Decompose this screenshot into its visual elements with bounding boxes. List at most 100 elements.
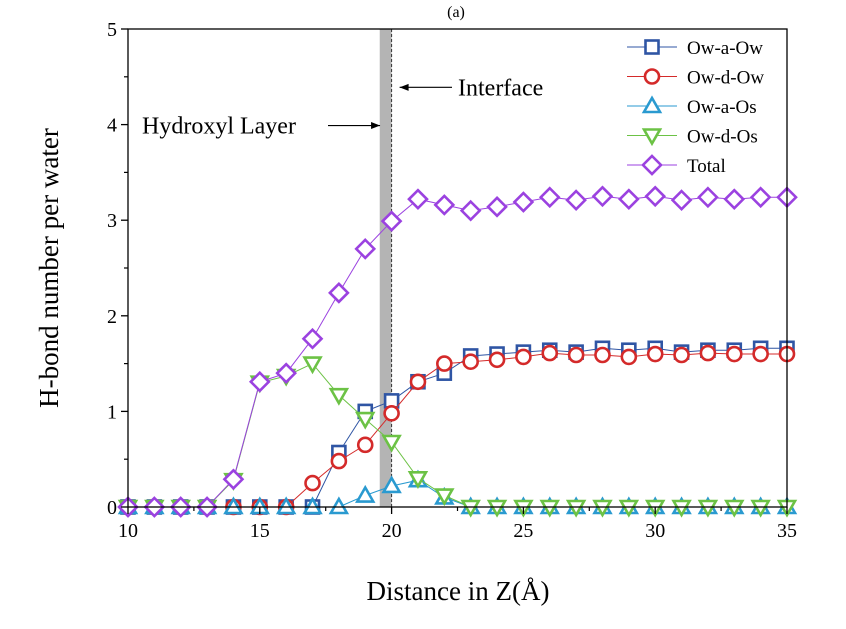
shaded-band-layer [379,29,393,507]
data-point-Ow-d-Ow [752,345,769,363]
data-point-Ow-d-Ow [673,346,690,364]
data-point-Ow-d-Ow [409,373,427,391]
data-point-Total [407,188,429,211]
data-point-Total [749,186,772,209]
data-point-Total [486,195,508,218]
hydroxyl-layer-label: Hydroxyl Layer [142,114,296,140]
data-point-Ow-d-Ow [383,405,400,422]
y-tick-label: 1 [107,401,117,423]
x-tick-label: 25 [513,520,533,542]
data-point-Total [618,188,640,211]
data-point-Ow-d-Ow [330,452,348,470]
data-point-Ow-d-Os [750,499,771,518]
x-tick-label: 15 [250,520,270,542]
legend-item-Ow-d-Os: Ow-d-Os [627,127,758,148]
data-point-Ow-a-Os [354,484,376,503]
data-point-Total [670,189,693,211]
hydroxyl-arrow-head [371,122,381,130]
data-point-Ow-d-Ow [699,344,717,362]
data-point-Total [301,327,324,350]
data-point-Ow-d-Os [724,499,745,518]
legend-item-Total: Total [627,154,726,177]
data-point-Total [723,188,746,211]
data-point-Ow-d-Os [697,499,719,518]
data-point-Total [565,189,587,211]
data-point-Ow-d-Ow [488,351,506,369]
series-Ow-d-Ow [119,344,796,516]
hydroxyl-layer-band [379,29,392,507]
data-point-Total [697,186,719,209]
data-point-Ow-d-Os [486,499,508,518]
legend-item-Ow-d-Ow: Ow-d-Ow [627,68,764,89]
annotation-layer: Interface Hydroxyl Layer [142,75,543,139]
legend-label: Ow-d-Ow [687,68,764,89]
data-point-Total [538,186,561,209]
data-point-Total [644,185,667,208]
x-tick-label: 20 [382,520,402,542]
x-axis-title: Distance in Z(Å) [367,576,550,606]
y-tick-label: 5 [107,19,117,41]
legend-marker [641,154,663,176]
data-point-Ow-a-Os [302,496,323,515]
legend-item-Ow-a-Ow: Ow-a-Ow [627,38,763,59]
legend-marker [641,128,663,147]
data-point-Ow-d-Ow [304,474,321,492]
legend-item-Ow-a-Os: Ow-a-Os [627,95,757,118]
axes-layer: 10 15 20 25 30 35 0 1 2 3 4 5 [107,19,797,542]
data-point-Ow-d-Ow [462,353,479,370]
data-point-Ow-d-Ow [567,346,585,364]
data-point-Total [275,362,297,384]
data-point-Total [354,238,377,260]
y-axis-title: H-bond number per water [34,128,64,408]
y-tick-label: 0 [107,497,117,519]
data-point-Ow-d-Ow [356,436,374,454]
data-point-Ow-a-Os [223,496,244,515]
data-point-Ow-d-Os [434,488,455,507]
data-point-Ow-a-Os [328,496,350,515]
data-point-Ow-d-Os [381,434,402,453]
series-line-Ow-d-Ow [128,352,787,508]
data-point-Ow-a-Os [381,475,402,494]
legend-label: Ow-d-Os [687,127,758,148]
data-point-Ow-d-Os [328,387,350,406]
legend-marker [644,39,660,55]
legend-label: Total [687,156,726,177]
legend: Ow-a-Ow Ow-d-Ow Ow-a-Os Ow-d-Os Total [627,38,764,177]
data-point-Total [222,468,245,491]
interface-arrow-head [399,83,409,91]
y-tick-label: 2 [107,306,117,328]
data-point-Ow-d-Os [302,356,323,375]
interface-label: Interface [458,75,543,101]
data-point-Ow-d-Os [671,499,692,518]
x-tick-label: 10 [118,520,138,542]
data-point-Ow-d-Ow [594,346,611,364]
data-point-Total [248,370,271,393]
panel-label: (a) [447,4,465,21]
data-point-Ow-d-Os [460,499,481,518]
legend-marker [641,95,663,114]
data-point-Ow-d-Os [539,499,561,518]
data-point-Ow-d-Os [565,499,587,518]
series-layer [117,185,798,518]
data-point-Ow-d-Os [592,499,613,518]
data-point-Ow-d-Ow [541,344,559,362]
legend-label: Ow-a-Ow [687,38,763,59]
data-point-Ow-a-Os [275,496,297,515]
data-point-Total [591,185,614,208]
data-point-Total [433,194,456,216]
legend-marker [643,68,661,85]
data-point-Ow-d-Ow [725,345,743,363]
x-tick-label: 30 [645,520,665,542]
y-tick-label: 3 [107,210,117,232]
data-point-Ow-d-Ow [436,355,453,372]
data-point-Ow-d-Os [407,471,429,489]
data-point-Total [459,199,482,222]
data-point-Ow-d-Ow [646,345,664,363]
data-point-Ow-d-Os [618,499,640,518]
x-tick-label: 35 [777,520,797,542]
data-point-Total [380,210,403,232]
data-point-Ow-d-Ow [515,348,532,366]
legend-label: Ow-a-Os [687,97,757,118]
data-point-Ow-d-Ow [620,348,638,366]
